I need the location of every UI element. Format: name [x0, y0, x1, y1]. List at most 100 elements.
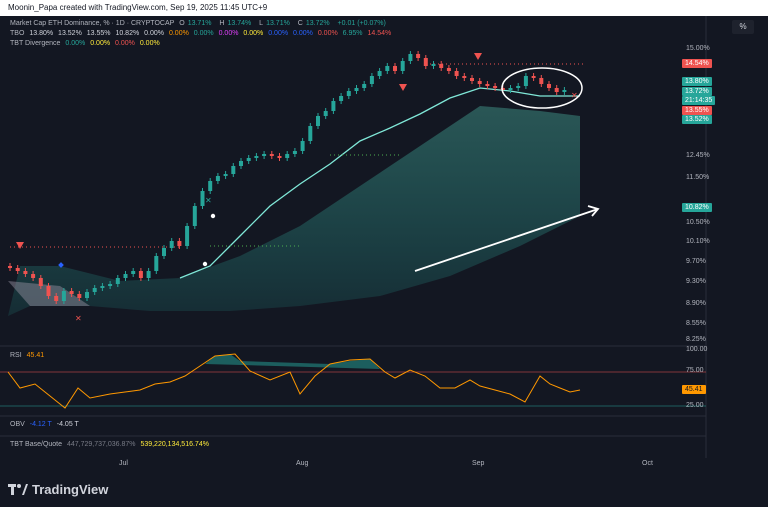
tbo-value: 6.95%	[342, 30, 363, 37]
candle-body	[323, 111, 328, 116]
tbt-value: 0.00%	[65, 40, 86, 47]
candle-body	[531, 76, 536, 78]
tbo-value: 0.00%	[293, 30, 313, 37]
trend-arrow-head	[587, 205, 600, 217]
candle-body	[477, 81, 482, 84]
entry-marker: ✕	[205, 196, 212, 205]
tbt-base-value: 447,729,737,036.87%	[66, 441, 136, 448]
legend-main: Market Cap ETH Dominance, % · 1D · CRYPT…	[10, 20, 389, 27]
tbo-value: 0.00%	[268, 30, 289, 37]
countdown-tag: 21:14:35	[682, 96, 716, 105]
rsi-value: 45.41	[26, 352, 45, 359]
tradingview-logo[interactable]: TradingView	[8, 482, 108, 497]
caption-bar: Moonin_Papa created with TradingView.com…	[0, 0, 768, 16]
candle-body	[177, 241, 182, 246]
sell-marker	[474, 53, 482, 60]
time-tick: Sep	[472, 460, 485, 467]
candle-body	[462, 76, 467, 78]
candle-body	[100, 286, 105, 288]
candle-body	[408, 54, 413, 61]
price-tick: 8.25%	[686, 336, 706, 343]
price-tick: 9.70%	[686, 258, 706, 265]
candle-body	[277, 156, 282, 158]
candle-body	[346, 91, 351, 96]
candle-body	[377, 71, 382, 76]
price-tick: 8.55%	[686, 320, 706, 327]
exit-marker: ✕	[571, 91, 578, 100]
caption-text: Moonin_Papa created with TradingView.com…	[8, 3, 268, 12]
candle-body	[331, 101, 336, 111]
candle-body	[393, 66, 397, 71]
rsi-label: RSI	[10, 352, 22, 359]
tbo-value: 0.00%	[144, 30, 165, 37]
candle-body	[262, 154, 267, 156]
ohlc-close: C 13.72%	[297, 20, 330, 27]
candle-body	[138, 271, 143, 278]
price-tag: 14.54%	[682, 59, 712, 68]
price-tick: 11.50%	[686, 174, 710, 181]
candle-body	[108, 284, 113, 286]
obv-legend: OBV -4.12 T -4.05 T	[10, 421, 82, 428]
candle-body	[46, 286, 51, 296]
tbo-label: TBO	[10, 30, 25, 37]
candle-body	[539, 78, 544, 84]
candle-body	[300, 141, 305, 151]
time-tick: Oct	[642, 460, 653, 467]
tbo-value: 13.55%	[86, 30, 111, 37]
rsi-line	[7, 353, 581, 409]
tbo-value: 0.00%	[168, 30, 189, 37]
candle-body	[23, 271, 28, 274]
candle-body	[185, 226, 190, 246]
price-tick: 8.90%	[686, 300, 706, 307]
percent-scale-button[interactable]: %	[732, 20, 754, 34]
rsi-tag: 45.41	[682, 385, 706, 394]
price-tick: 15.00%	[686, 45, 710, 52]
candle-body	[523, 76, 528, 86]
rsi-tick: 75.00	[686, 367, 704, 374]
tbo-value: 14.54%	[367, 30, 392, 37]
candle-body	[554, 88, 559, 92]
candle-body	[131, 271, 136, 274]
brand-name: TradingView	[32, 482, 109, 497]
candle-body	[385, 66, 390, 71]
rsi-tick: 25.00	[686, 402, 704, 409]
candle-body	[192, 206, 197, 226]
dot-marker	[202, 261, 208, 267]
candle-body	[239, 161, 243, 166]
candle-body	[31, 274, 36, 278]
price-change: +0.01 (+0.07%)	[337, 20, 386, 27]
symbol-title: Market Cap ETH Dominance, % · 1D · CRYPT…	[10, 20, 175, 27]
tradingview-logo-icon	[8, 484, 28, 495]
trend-arrow	[414, 208, 599, 272]
candles	[8, 51, 567, 304]
candle-body	[416, 54, 421, 58]
candle-body	[200, 191, 205, 206]
legend-tbt: TBT Divergence 0.00% 0.00% 0.00% 0.00%	[10, 40, 163, 47]
last-price-tag: 13.72%	[682, 87, 712, 96]
obv-label: OBV	[10, 421, 25, 428]
candle-body	[500, 88, 505, 90]
tbt-value: 0.00%	[115, 40, 135, 47]
time-tick: Aug	[296, 460, 309, 467]
candle-body	[516, 86, 521, 88]
candle-body	[146, 271, 151, 278]
candle-body	[508, 88, 513, 90]
candle-body	[61, 291, 66, 301]
candle-body	[169, 241, 174, 248]
tbt-base-label: TBT Base/Quote	[10, 441, 63, 448]
price-tag: 10.82%	[682, 203, 712, 212]
price-tag: 13.55%	[682, 106, 712, 115]
footer: TradingView	[0, 474, 768, 507]
sell-marker	[399, 84, 407, 91]
candle-body	[15, 268, 20, 271]
candle-body	[292, 151, 297, 154]
time-tick: Jul	[119, 460, 128, 467]
candle-body	[308, 126, 313, 141]
candle-body	[547, 84, 551, 88]
candle-body	[115, 278, 120, 284]
chart-area[interactable]: Market Cap ETH Dominance, % · 1D · CRYPT…	[0, 16, 768, 474]
candle-body	[92, 288, 97, 292]
ohlc-high: H 13.74%	[219, 20, 252, 27]
candle-body	[485, 84, 490, 86]
price-chart[interactable]: ✕ ✕ ✕	[0, 16, 768, 474]
